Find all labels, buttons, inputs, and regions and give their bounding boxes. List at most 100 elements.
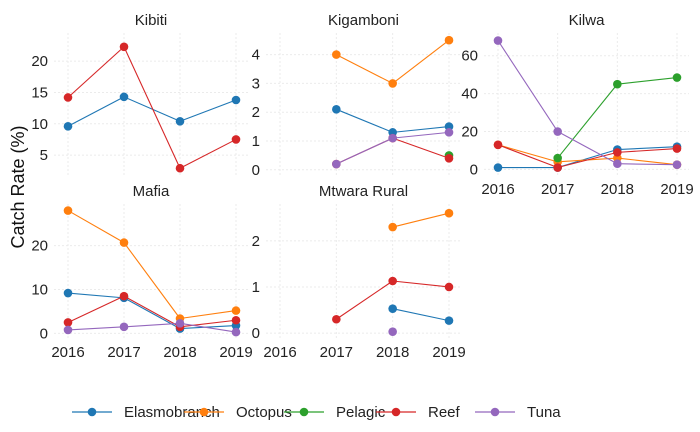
- panel-grid: [266, 204, 461, 340]
- panel-kibiti: Kibiti 5 10 15 20: [31, 12, 248, 177]
- series-line-segment: [123, 295, 181, 328]
- series-line-segment: [617, 163, 678, 166]
- legend-item-tuna: Tuna: [475, 404, 561, 421]
- series-reef: [332, 276, 454, 324]
- x-tick-label: 2017: [107, 344, 140, 361]
- series-line-segment: [392, 137, 450, 159]
- panel-grid: [54, 204, 248, 340]
- series-line-segment: [617, 146, 678, 151]
- x-tick-label: 2019: [432, 344, 465, 361]
- data-point: [493, 36, 503, 45]
- y-tick-label: 1: [252, 133, 260, 150]
- y-tick-label: 10: [31, 282, 48, 299]
- series-line-segment: [497, 144, 558, 163]
- y-tick-label: 3: [252, 75, 260, 92]
- panel-title: Mtwara Rural: [319, 183, 408, 200]
- series-octopus: [63, 206, 241, 323]
- y-tick-label: 1: [252, 279, 260, 296]
- y-tick-label: 0: [252, 162, 260, 179]
- panel-grid: [484, 33, 689, 177]
- series-line-segment: [123, 46, 181, 169]
- x-tick-label: 2018: [601, 181, 634, 198]
- legend: Elasmobranch Octopus Pelagic Reef Tuna: [72, 404, 561, 421]
- data-point: [444, 208, 454, 218]
- panel-title: Kilwa: [569, 12, 606, 29]
- series-line-segment: [67, 295, 125, 323]
- series-line-segment: [67, 96, 125, 127]
- series-tuna: [63, 319, 241, 337]
- series-line-segment: [179, 324, 237, 330]
- series-line-segment: [336, 54, 393, 84]
- x-tick-label: 2018: [376, 344, 409, 361]
- series-line-segment: [497, 144, 558, 169]
- series-octopus: [388, 208, 454, 232]
- series-line-segment: [336, 137, 393, 165]
- data-point: [332, 50, 341, 59]
- series-line-segment: [617, 157, 678, 166]
- data-point: [444, 128, 454, 137]
- data-point: [332, 105, 341, 114]
- data-point: [444, 316, 454, 325]
- x-tick-label: 2017: [320, 344, 353, 361]
- series-reef: [63, 42, 241, 173]
- data-point: [553, 153, 562, 163]
- data-point: [231, 95, 241, 105]
- series-line-segment: [123, 322, 181, 328]
- series-line-segment: [497, 40, 559, 132]
- data-point: [231, 327, 241, 337]
- data-point: [332, 314, 341, 324]
- y-tick-label: 15: [31, 84, 48, 101]
- data-point: [672, 160, 682, 169]
- data-point: [613, 148, 622, 157]
- series-elasmobranch: [388, 304, 454, 325]
- series-octopus: [332, 35, 454, 88]
- series-line-segment: [392, 280, 450, 288]
- x-tick-label: 2019: [219, 344, 252, 361]
- series-line-segment: [179, 322, 237, 333]
- legend-key-point: [87, 407, 97, 417]
- series-line-segment: [67, 292, 125, 299]
- data-point: [119, 291, 129, 301]
- data-point: [175, 163, 185, 173]
- y-tick-label: 0: [252, 325, 260, 342]
- series-line-segment: [67, 210, 125, 244]
- series-tuna: [388, 327, 397, 337]
- panel-kilwa: Kilwa 0 20 40 60 2016 2017 2018 2019: [461, 12, 693, 198]
- series-line-segment: [617, 76, 678, 85]
- series-line-segment: [392, 126, 450, 133]
- y-tick-label: 10: [31, 116, 48, 133]
- data-point: [332, 159, 341, 169]
- data-point: [63, 288, 73, 298]
- y-tick-label: 4: [252, 47, 260, 64]
- data-point: [613, 159, 622, 169]
- series-line-segment: [392, 212, 450, 228]
- data-point: [119, 322, 129, 332]
- series-line-segment: [557, 83, 618, 159]
- series-line-segment: [123, 242, 181, 319]
- legend-key-point: [299, 407, 309, 417]
- series-line-segment: [179, 138, 237, 169]
- data-point: [175, 116, 185, 126]
- series-elasmobranch: [493, 142, 682, 172]
- y-tick-label: 60: [461, 48, 478, 65]
- data-point: [231, 315, 241, 325]
- data-point: [613, 79, 622, 89]
- data-point: [553, 127, 562, 136]
- data-point: [388, 79, 397, 88]
- panel-title: Kigamboni: [328, 12, 399, 29]
- data-point: [672, 144, 682, 153]
- data-point: [388, 327, 397, 337]
- series-line-segment: [67, 326, 125, 331]
- y-tick-label: 20: [461, 124, 478, 141]
- data-point: [444, 35, 454, 45]
- series-elasmobranch: [63, 288, 241, 333]
- data-point: [63, 121, 73, 131]
- series-reef: [63, 291, 241, 332]
- series-line-segment: [336, 280, 393, 320]
- series-line-segment: [336, 108, 393, 133]
- data-point: [553, 163, 562, 172]
- data-point: [63, 325, 73, 335]
- series-tuna: [493, 36, 682, 169]
- series-line-segment: [179, 99, 237, 122]
- panel-title: Mafia: [133, 183, 170, 200]
